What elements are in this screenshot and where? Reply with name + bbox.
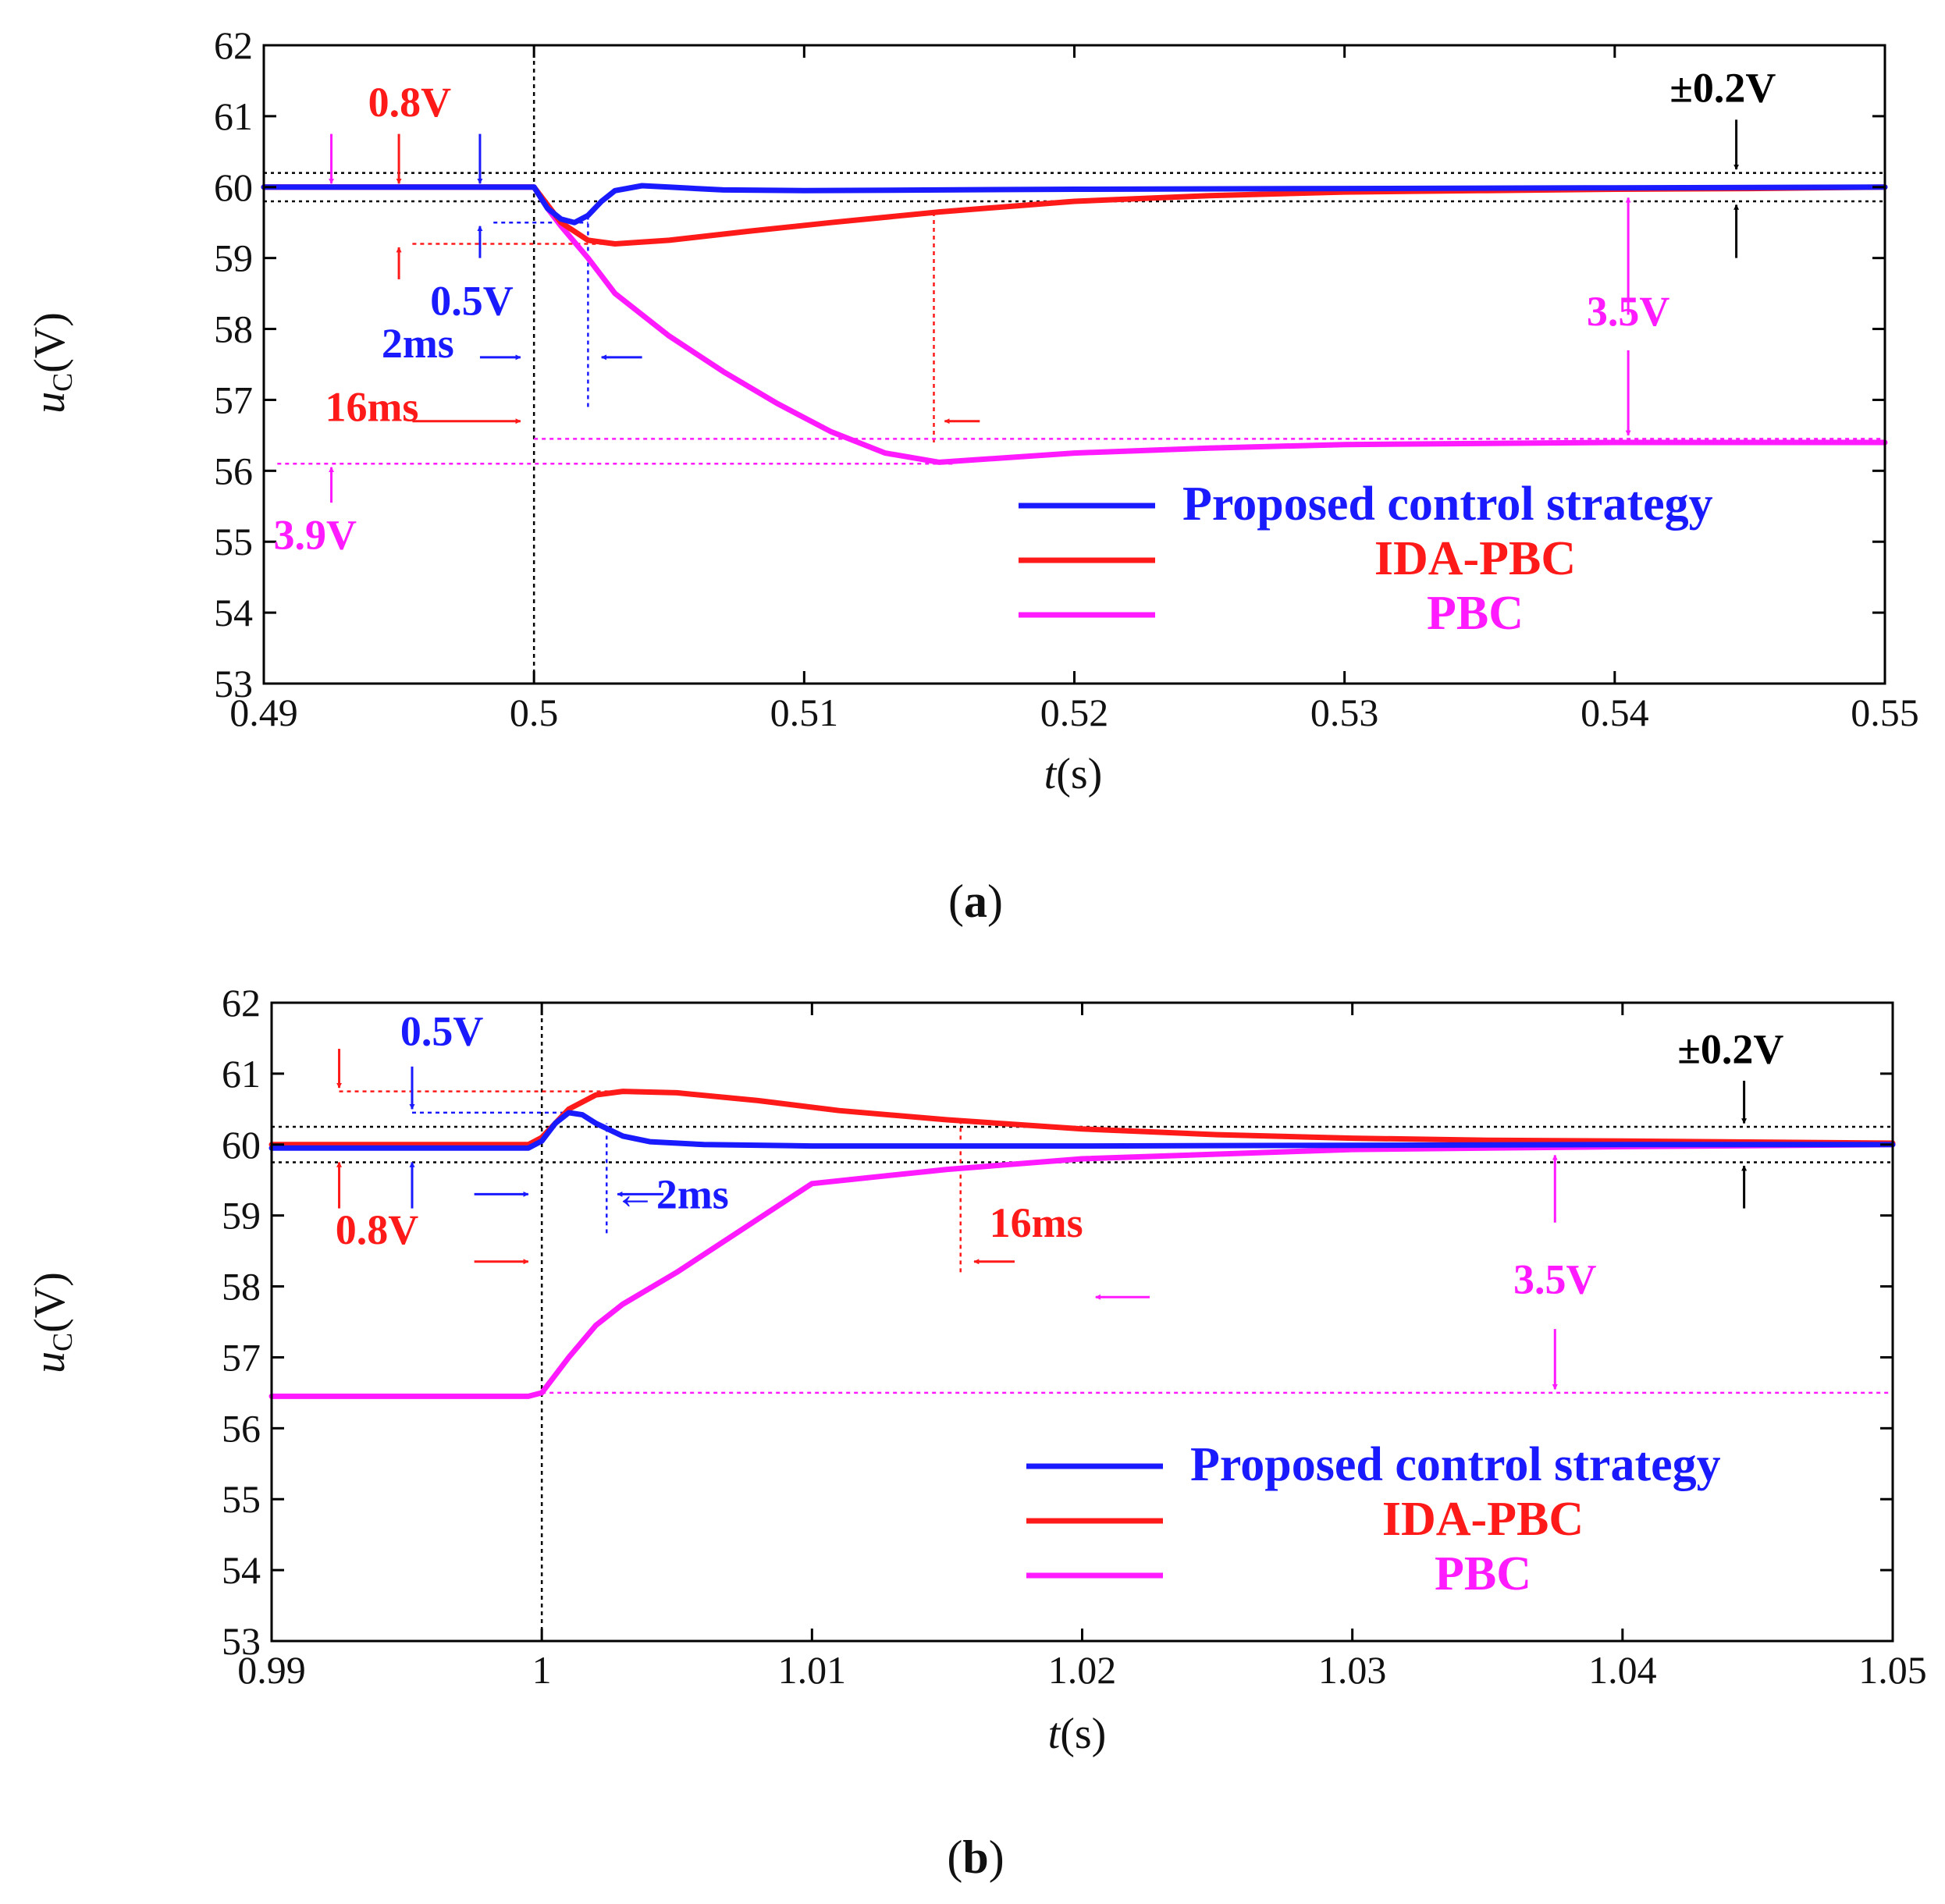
panel-b-y-tick-label: 59 (222, 1194, 261, 1238)
panel-a-y-tick-label: 58 (214, 307, 253, 351)
panel-b-reference-band (272, 1003, 1893, 1641)
panel-a-series (261, 183, 1888, 465)
panel-a-x-tick-label: 0.49 (229, 691, 298, 734)
panel-b-annotation-label: 16ms (990, 1199, 1083, 1246)
panel-b-caption: (b) (947, 1831, 1004, 1883)
panel-b-annotations: 0.5V 0.8V ←2ms 16ms 3.5V ±0.2V (336, 1008, 1784, 1303)
panel-b-y-tick-label: 55 (222, 1477, 261, 1521)
panel-a-y-tick-label: 54 (214, 591, 253, 634)
panel-a-x-tick-labels: 0.49 0.5 0.51 0.52 0.53 0.54 0.55 (229, 691, 1919, 734)
panel-b-annotation-label: ←2ms (614, 1171, 729, 1218)
panel-b-x-tick-label: 0.99 (237, 1648, 306, 1692)
panel-a-y-tick-labels: 53 54 55 56 57 58 59 60 61 62 (214, 23, 253, 705)
panel-b-y-tick-label: 57 (222, 1335, 261, 1379)
panel-b-x-tick-label: 1 (532, 1648, 552, 1692)
panel-b-y-tick-label: 58 (222, 1265, 261, 1309)
panel-a-x-tick-label: 0.53 (1310, 691, 1379, 734)
panel-b-x-tick-label: 1.02 (1048, 1648, 1117, 1692)
panel-b-x-axis-label: t(s) (1048, 1710, 1107, 1758)
panel-b-series-ida-pbc (268, 1089, 1896, 1148)
panel-a-y-tick-label: 57 (214, 378, 253, 421)
panel-a-annotation-label: 16ms (325, 384, 418, 431)
panel-b-y-tick-label: 53 (222, 1619, 261, 1663)
panel-a-arrows (329, 119, 1740, 503)
panel-a-y-axis-label: uC(V) (26, 312, 78, 414)
panel-b-y-tick-label: 61 (222, 1052, 261, 1096)
panel-b-x-tick-label: 1.03 (1318, 1648, 1387, 1692)
panel-a-legend-label-proposed: Proposed control strategy (1182, 478, 1713, 531)
panel-a-chart: 0.49 0.5 0.51 0.52 0.53 0.54 0.55 53 54 55 56 57 58… (26, 23, 1919, 927)
panel-b-y-tick-labels: 53 54 55 56 57 58 59 60 61 62 (222, 981, 261, 1663)
panel-a-axes (262, 44, 1886, 685)
panel-a-x-tick-label: 0.5 (510, 691, 559, 734)
panel-a-caption: (a) (948, 876, 1003, 927)
panel-a-x-tick-label: 0.54 (1581, 691, 1649, 734)
panel-b-y-tick-label: 62 (222, 981, 261, 1025)
panel-b-y-tick-label: 60 (222, 1123, 261, 1167)
panel-a-series-ida-pbc (261, 184, 1888, 247)
panel-a-annotation-label: 3.5V (1587, 288, 1670, 335)
panel-b-reference-lines (339, 1090, 1893, 1394)
panel-a-annotation-label: ±0.2V (1669, 65, 1776, 112)
panel-b-x-tick-label: 1.01 (778, 1648, 847, 1692)
panel-a-y-tick-label: 56 (214, 449, 253, 492)
panel-b-y-axis-label: uC(V) (26, 1272, 78, 1373)
panel-a-annotation-label: 0.8V (368, 79, 452, 126)
panel-b-y-tick-label: 54 (222, 1548, 261, 1592)
panel-a-annotation-label: 3.9V (274, 511, 357, 558)
panel-a-plot-frame (262, 44, 1886, 685)
panel-b-annotation-label: 0.5V (400, 1008, 484, 1055)
panel-b-axes (270, 1001, 1894, 1643)
panel-b-series (268, 1089, 1896, 1399)
panel-b-legend-label-ida-pbc: IDA-PBC (1382, 1493, 1584, 1546)
panel-a-x-tick-label: 0.51 (770, 691, 839, 734)
panel-a-y-tick-label: 60 (214, 165, 253, 209)
panel-b-arrows (336, 1049, 1748, 1391)
panel-b-legend-label-pbc: PBC (1435, 1547, 1531, 1600)
panel-a-y-tick-label: 53 (214, 662, 253, 705)
panel-a-series-proposed (261, 183, 1888, 226)
panel-a-y-tick-label: 61 (214, 94, 253, 138)
panel-a-x-tick-label: 0.52 (1040, 691, 1109, 734)
panel-b-plot-frame (270, 1001, 1894, 1643)
panel-b-series-proposed (268, 1110, 1896, 1151)
panel-b-y-tick-label: 56 (222, 1406, 261, 1450)
panel-b-x-tick-labels: 0.99 1 1.01 1.02 1.03 1.04 1.05 (237, 1648, 1927, 1692)
panel-a-x-tick-label: 0.55 (1851, 691, 1919, 734)
panel-b-x-tick-label: 1.05 (1858, 1648, 1927, 1692)
panel-b-annotation-label: ±0.2V (1677, 1025, 1783, 1072)
panel-a-y-tick-label: 55 (214, 520, 253, 563)
panel-a-y-tick-label: 59 (214, 236, 253, 280)
panel-b-series-pbc (268, 1142, 1896, 1399)
panel-a-y-tick-label: 62 (214, 23, 253, 67)
panel-b-legend-label-proposed: Proposed control strategy (1190, 1438, 1721, 1491)
panel-a-reference-lines (277, 208, 1885, 465)
panel-a-legend-label-ida-pbc: IDA-PBC (1374, 532, 1576, 585)
panel-a-legend-label-pbc: PBC (1427, 587, 1524, 640)
panel-b-chart: 0.99 1 1.01 1.02 1.03 1.04 1.05 53 54 55 56 57 58 59… (26, 981, 1927, 1883)
panel-b-x-tick-label: 1.04 (1588, 1648, 1657, 1692)
panel-a-reference-band (264, 45, 1885, 684)
panel-b-annotation-label: 3.5V (1513, 1256, 1597, 1303)
panel-b-annotation-label: 0.8V (336, 1206, 419, 1253)
panel-a-annotation-label: 2ms (382, 320, 454, 367)
panel-a-x-axis-label: t(s) (1044, 750, 1103, 798)
panel-a-annotation-label: 0.5V (430, 277, 514, 324)
